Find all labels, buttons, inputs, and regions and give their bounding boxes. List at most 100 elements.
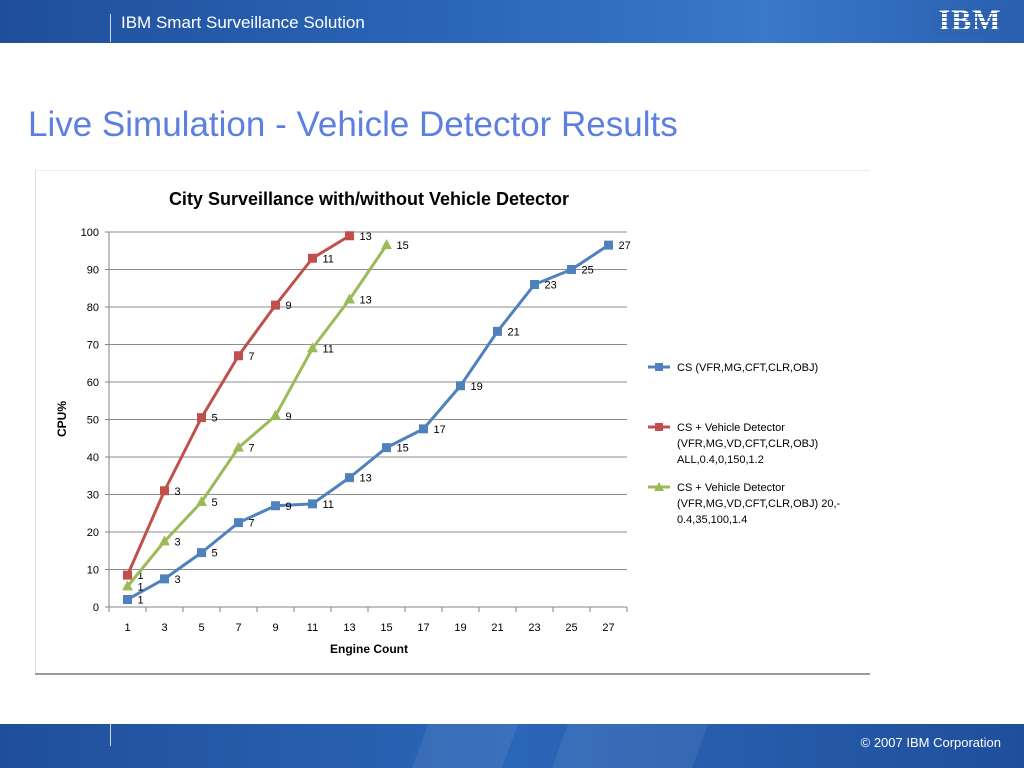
legend-label: 0.4,35,100,1.4 — [677, 514, 747, 526]
legend-item-1: CS (VFR,MG,CFT,CLR,OBJ) — [648, 362, 818, 374]
data-label: 5 — [212, 413, 218, 425]
legend-label: (VFR,MG,VD,CFT,CLR,OBJ) 20,- — [677, 498, 841, 510]
footer-bar: © 2007 IBM Corporation — [0, 724, 1024, 768]
y-tick-label: 20 — [87, 527, 99, 539]
x-tick-label: 13 — [343, 622, 355, 634]
data-point — [197, 548, 206, 558]
legend-swatch-marker — [655, 363, 663, 371]
y-tick-label: 80 — [87, 302, 99, 314]
y-tick-label: 0 — [93, 602, 99, 614]
y-tick-label: 100 — [81, 227, 99, 239]
data-label: 1 — [138, 581, 144, 593]
data-point — [344, 293, 355, 304]
legend-swatch-marker — [654, 482, 664, 491]
data-point — [123, 595, 132, 604]
data-label: 1 — [138, 570, 144, 582]
data-point — [381, 239, 392, 250]
x-tick-label: 3 — [161, 622, 167, 634]
data-label: 1 — [138, 595, 144, 607]
data-point — [308, 499, 317, 509]
data-label: 11 — [323, 343, 334, 355]
footer-decoration — [551, 724, 709, 768]
header-title: IBM Smart Surveillance Solution — [121, 13, 365, 32]
x-tick-label: 23 — [528, 622, 540, 634]
data-point — [234, 518, 243, 528]
data-label: 9 — [286, 411, 292, 423]
data-point — [160, 486, 169, 496]
data-label: 11 — [323, 253, 334, 265]
series-line — [126, 243, 610, 601]
data-label: 5 — [212, 497, 218, 509]
x-tick-label: 7 — [235, 622, 241, 634]
legend-item-2: CS + Vehicle Detector (VFR,MG,VD,CFT,CLR,… — [648, 422, 818, 466]
data-label: 7 — [249, 351, 255, 363]
x-tick-label: 9 — [272, 622, 278, 634]
data-point — [233, 441, 244, 452]
x-tick-label: 21 — [491, 622, 503, 634]
x-tick-label: 25 — [565, 622, 577, 634]
footer-decoration — [411, 724, 519, 768]
x-tick-label: 1 — [124, 622, 130, 634]
data-label: 13 — [360, 231, 372, 243]
data-point — [604, 240, 613, 250]
data-label: 13 — [360, 295, 372, 307]
data-point — [493, 326, 502, 336]
x-tick-label: 5 — [198, 622, 204, 634]
data-label: 15 — [397, 443, 409, 455]
line-chart: City Surveillance with/without Vehicle D… — [55, 189, 841, 656]
data-label: 7 — [249, 518, 255, 530]
x-tick-label: 27 — [602, 622, 614, 634]
data-label: 9 — [286, 501, 292, 513]
legend-label: ALL,0.4,0,150,1.2 — [677, 454, 764, 466]
chart-bottom-rule — [35, 673, 870, 675]
legend-label: CS + Vehicle Detector — [677, 482, 785, 494]
legend-item-3: CS + Vehicle Detector (VFR,MG,VD,CFT,CLR,… — [648, 482, 841, 526]
x-tick-label: 11 — [307, 622, 318, 634]
gridlines — [109, 231, 627, 608]
data-point — [307, 342, 318, 353]
legend-label: CS + Vehicle Detector — [677, 422, 785, 434]
data-label: 3 — [175, 574, 181, 586]
x-tick-label: 19 — [454, 622, 466, 634]
data-point — [160, 574, 169, 584]
data-label: 7 — [249, 443, 255, 455]
ibm-logo: IBM — [934, 4, 1006, 38]
data-point — [234, 351, 243, 361]
data-label: 17 — [434, 424, 446, 436]
y-axis-label: CPU% — [55, 401, 69, 437]
y-tick-label: 50 — [87, 415, 99, 427]
header-bar: IBM Smart Surveillance Solution IBM — [0, 0, 1024, 43]
y-tick-label: 60 — [87, 377, 99, 389]
data-point — [270, 409, 281, 420]
data-point — [271, 501, 280, 511]
data-label: 25 — [582, 265, 594, 277]
data-label: 3 — [175, 536, 181, 548]
legend: CS (VFR,MG,CFT,CLR,OBJ) CS + Vehicle Dete… — [648, 362, 841, 526]
data-point — [567, 265, 576, 274]
data-point — [308, 253, 317, 263]
data-label: 21 — [508, 326, 520, 338]
data-label: 3 — [175, 486, 181, 498]
data-point — [196, 496, 207, 506]
data-label: 9 — [286, 300, 292, 312]
y-tick-label: 30 — [87, 490, 99, 502]
data-point — [197, 413, 206, 423]
x-tick-label: 15 — [380, 622, 392, 634]
data-label: 11 — [323, 499, 334, 511]
data-label: 15 — [397, 240, 409, 252]
chart-title: City Surveillance with/without Vehicle D… — [169, 189, 569, 209]
data-label: 13 — [360, 473, 372, 485]
data-label: 23 — [545, 280, 557, 292]
y-tick-label: 10 — [87, 565, 99, 577]
legend-label: (VFR,MG,VD,CFT,CLR,OBJ) — [677, 438, 818, 450]
copyright-text: © 2007 IBM Corporation — [860, 735, 1001, 750]
chart-area: City Surveillance with/without Vehicle D… — [35, 170, 870, 673]
data-point — [159, 535, 170, 546]
x-tick-label: 17 — [417, 622, 429, 634]
data-label: 27 — [619, 240, 631, 252]
